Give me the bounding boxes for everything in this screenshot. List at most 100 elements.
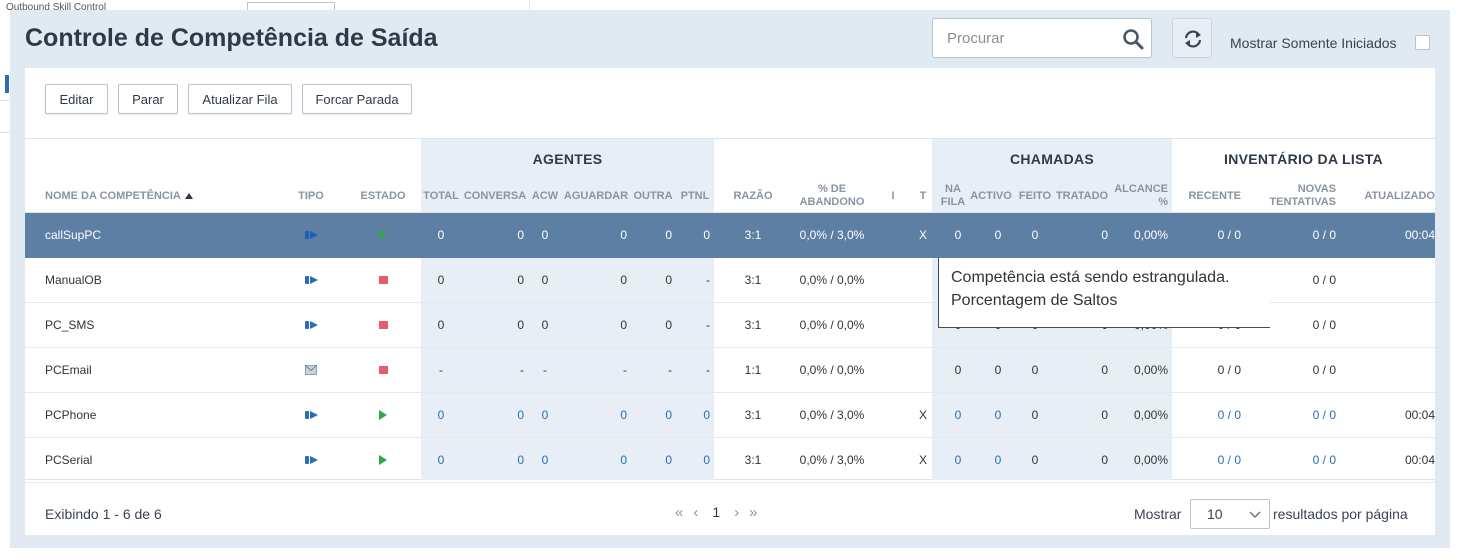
cell-conversa: -: [520, 363, 524, 377]
header-alcance[interactable]: ALCANCE%: [1110, 181, 1168, 211]
header-novas-label-line2: TENTATIVAS: [1269, 196, 1336, 208]
header-activo-label: ACTIVO: [970, 189, 1012, 202]
cell-razao: 3:1: [744, 318, 762, 332]
cell-aguardar: 0: [620, 318, 627, 332]
header-feito[interactable]: FEITO: [1016, 181, 1054, 211]
phone-outbound-icon: [304, 411, 318, 419]
header-tratado[interactable]: TRATADO: [1056, 181, 1108, 211]
cell-state-icon: [351, 393, 415, 437]
header-aguardar[interactable]: AGUARDAR: [563, 181, 629, 211]
phone-outbound-icon: [304, 231, 318, 239]
table-row[interactable]: callSupPC 0 0 0 0 0 0 3:1 0,0% / 3,0% X 0 0 0 0 0,00% 0…: [25, 213, 1435, 258]
header-t-label: T: [919, 189, 927, 202]
show-only-started-label: Mostrar Somente Iniciados: [1230, 35, 1397, 51]
header-outra[interactable]: OUTRA: [631, 181, 675, 211]
header-na-fila-label-line1: NA: [945, 183, 961, 195]
cell-recente: 0 / 0: [1217, 363, 1241, 377]
header-ptnl[interactable]: PTNL: [677, 181, 713, 211]
cell-aguardar: 0: [620, 273, 627, 287]
cell-ptnl: -: [706, 273, 710, 287]
cell-t: X: [918, 228, 927, 242]
tooltip-line-1: Competência está sendo estrangulada.: [951, 269, 1230, 286]
results-per-page-label: resultados por página: [1273, 506, 1408, 522]
cell-na-fila: 0: [954, 228, 962, 242]
header-abandono[interactable]: % DE ABANDONO: [787, 181, 877, 211]
header-alcance-label-line2: %: [1158, 196, 1168, 208]
page-size-select[interactable]: 10: [1190, 499, 1270, 529]
header-skill-name[interactable]: NOME DA COMPETÊNCIA: [45, 181, 275, 211]
chevron-down-icon: [1249, 511, 1261, 519]
play-icon: [379, 410, 387, 420]
previous-page-icon[interactable]: ‹: [693, 503, 699, 521]
first-page-icon[interactable]: «: [675, 503, 684, 521]
cell-state-icon: [351, 303, 415, 347]
cell-abandono: 0,0% / 3,0%: [799, 453, 865, 467]
inventory-group-header: INVENTÁRIO DA LISTA: [1224, 151, 1383, 167]
search-box[interactable]: [932, 18, 1152, 58]
cell-total: 0: [437, 453, 445, 467]
search-input[interactable]: [947, 28, 1107, 48]
cell-t: [913, 258, 933, 302]
cell-activo: 0: [994, 408, 1002, 422]
table-row[interactable]: ManualOB 0 0 0 0 0 - 3:1 0,0% / 0,0% 0 / 0: [25, 258, 1435, 303]
header-ptnl-label: PTNL: [680, 189, 710, 202]
cell-abandono: 0,0% / 3,0%: [799, 228, 865, 242]
cell-outra: 0: [665, 408, 672, 422]
header-acw[interactable]: ACW: [529, 181, 561, 211]
tooltip-line-2: Porcentagem de Saltos: [951, 292, 1118, 309]
cell-activo: 0: [994, 363, 1002, 377]
cell-state-icon: [351, 438, 415, 482]
cell-feito: 0: [1031, 408, 1039, 422]
stop-button[interactable]: Parar: [118, 84, 178, 114]
agents-column-band: [421, 139, 714, 480]
search-icon[interactable]: [1122, 28, 1144, 50]
cell-ptnl: 0: [703, 408, 710, 422]
cell-total: 0: [437, 228, 445, 242]
phone-outbound-icon: [304, 276, 318, 284]
update-queue-button[interactable]: Atualizar Fila: [188, 84, 292, 114]
header-recente[interactable]: RECENTE: [1175, 181, 1241, 211]
header-total[interactable]: TOTAL: [422, 181, 460, 211]
header-novas-tentativas[interactable]: NOVAS TENTATIVAS: [1250, 181, 1336, 211]
header-state[interactable]: ESTADO: [351, 181, 415, 211]
current-page[interactable]: 1: [712, 504, 721, 520]
header-na-fila[interactable]: NA FILA: [935, 181, 971, 211]
cell-name: PCEmail: [45, 363, 92, 377]
cell-novas: 0 / 0: [1312, 228, 1336, 242]
header-i-label: I: [891, 189, 895, 202]
cell-ptnl: 0: [703, 453, 710, 467]
cell-acw: 0: [541, 228, 549, 242]
header-conversa[interactable]: CONVERSA: [463, 181, 527, 211]
cell-outra: 0: [665, 318, 672, 332]
edit-button[interactable]: Editar: [45, 84, 108, 114]
table-row[interactable]: PCEmail - - - - - - 1:1 0,0% / 0,0% 0 0 0 0 0,00% 0 / …: [25, 348, 1435, 393]
throttle-tooltip: Competência está sendo estrangulada. Por…: [938, 258, 1270, 328]
stop-icon: [378, 366, 388, 374]
header-i[interactable]: I: [883, 181, 903, 211]
cell-i: [883, 393, 903, 437]
outbound-skill-control-panel: Controle de Competência de Saída Mostrar…: [10, 10, 1450, 548]
cell-razao: 3:1: [744, 453, 762, 467]
last-page-icon[interactable]: »: [749, 503, 758, 521]
cell-novas: 0 / 0: [1312, 453, 1336, 467]
table-row[interactable]: PCSerial 0 0 0 0 0 0 3:1 0,0% / 3,0% X 0 0 0 0 0,00% 0 …: [25, 438, 1435, 483]
cell-total: 0: [437, 408, 445, 422]
header-na-fila-label-line2: FILA: [940, 196, 966, 208]
header-activo[interactable]: ACTIVO: [968, 181, 1014, 211]
show-only-started-checkbox[interactable]: [1415, 35, 1430, 50]
cell-conversa: 0: [517, 453, 524, 467]
header-type[interactable]: TIPO: [281, 181, 341, 211]
header-recente-label: RECENTE: [1188, 189, 1241, 202]
refresh-button[interactable]: [1172, 18, 1212, 58]
pagination: « ‹ 1 › »: [675, 500, 757, 524]
cell-type-icon: [281, 393, 341, 437]
play-icon: [379, 230, 387, 240]
next-page-icon[interactable]: ›: [734, 503, 740, 521]
header-razao[interactable]: RAZÃO: [723, 181, 783, 211]
cell-tratado: 0: [1101, 453, 1108, 467]
force-stop-button[interactable]: Forcar Parada: [302, 84, 412, 114]
header-atualizado[interactable]: ATUALIZADO: [1345, 181, 1435, 211]
header-t[interactable]: T: [913, 181, 933, 211]
cell-name: PCSerial: [45, 453, 93, 467]
table-row[interactable]: PCPhone 0 0 0 0 0 0 3:1 0,0% / 3,0% X 0 0 0 0 0,00% 0 /…: [25, 393, 1435, 438]
